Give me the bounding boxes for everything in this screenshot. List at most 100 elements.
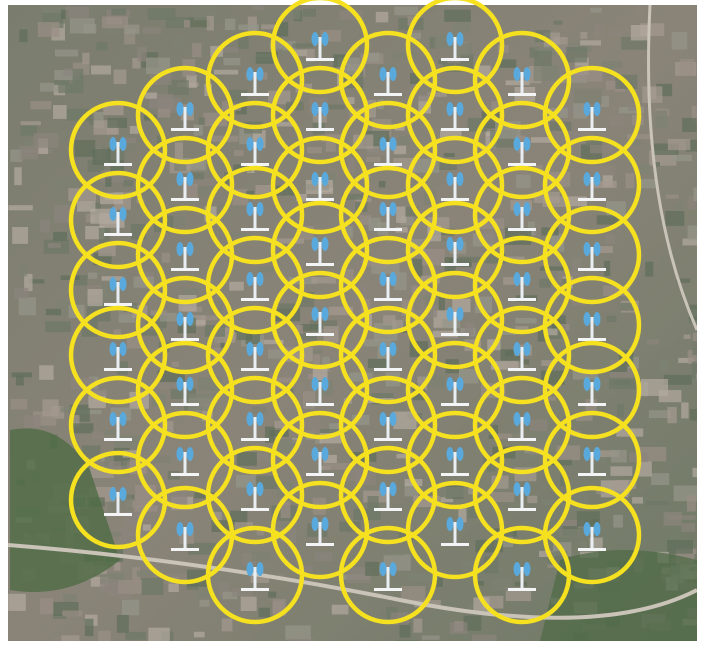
antenna-base xyxy=(171,548,199,551)
road xyxy=(647,5,697,331)
antenna-panel xyxy=(109,137,117,151)
terrain-block xyxy=(365,561,379,576)
terrain-block xyxy=(534,165,543,171)
coverage-ring xyxy=(405,340,505,440)
terrain-block xyxy=(412,258,423,277)
terrain-block xyxy=(211,507,226,516)
terrain-block xyxy=(125,500,150,508)
terrain-block xyxy=(52,636,66,641)
terrain-block xyxy=(60,275,80,281)
antenna-mast xyxy=(590,107,594,129)
terrain-block xyxy=(105,177,112,187)
terrain-block xyxy=(100,573,125,585)
antenna-base xyxy=(578,473,606,476)
terrain-block xyxy=(573,88,602,104)
terrain-block xyxy=(339,521,361,532)
terrain-block xyxy=(681,523,696,532)
terrain-block xyxy=(152,381,179,390)
coverage-ring xyxy=(135,65,235,165)
coverage-ring xyxy=(270,135,370,235)
antenna-icon xyxy=(441,172,469,201)
antenna-panel xyxy=(379,67,387,81)
antenna-mast xyxy=(116,142,120,164)
antenna-panel xyxy=(256,482,264,496)
cell-coverage xyxy=(68,0,642,625)
antenna-icon xyxy=(171,522,199,551)
terrain-block xyxy=(12,226,29,244)
terrain-block xyxy=(48,242,61,248)
antenna-base xyxy=(104,233,132,236)
terrain-block xyxy=(319,433,342,444)
terrain-block xyxy=(646,339,660,345)
antenna-icon xyxy=(241,482,269,511)
antenna-panel xyxy=(456,377,464,391)
antenna-panel xyxy=(513,137,521,151)
terrain-block xyxy=(689,304,697,321)
terrain-block xyxy=(593,181,617,189)
terrain-block xyxy=(111,8,127,16)
antenna-icon xyxy=(241,412,269,441)
terrain-block xyxy=(572,258,582,271)
terrain-block xyxy=(136,329,163,336)
terrain-block xyxy=(30,100,52,110)
terrain-block xyxy=(214,47,239,53)
terrain-block xyxy=(438,294,445,311)
antenna-panel xyxy=(321,377,329,391)
terrain-block xyxy=(83,23,97,34)
terrain-block xyxy=(21,221,47,230)
antenna-panel xyxy=(379,562,387,576)
antenna-panel xyxy=(389,562,397,576)
antenna-panel xyxy=(109,277,117,291)
terrain-block xyxy=(449,258,472,268)
antenna-icon xyxy=(241,272,269,301)
antenna-mast xyxy=(116,417,120,439)
terrain-block xyxy=(285,625,311,640)
antenna-mast xyxy=(386,567,390,589)
terrain-block xyxy=(87,289,103,307)
terrain-block xyxy=(236,329,253,341)
terrain-block xyxy=(609,378,637,390)
terrain-block xyxy=(413,618,423,633)
antenna-icon xyxy=(441,377,469,406)
terrain-block xyxy=(63,68,72,76)
antenna-base xyxy=(104,438,132,441)
antenna-panel xyxy=(246,137,254,151)
antenna-panel xyxy=(246,272,254,286)
terrain-block xyxy=(174,160,187,172)
terrain-block xyxy=(501,330,517,336)
terrain-block xyxy=(323,463,351,470)
terrain-block xyxy=(614,479,636,489)
terrain-block xyxy=(407,16,416,26)
terrain-block xyxy=(398,136,411,146)
antenna-panel xyxy=(446,307,454,321)
terrain-block xyxy=(116,614,129,633)
antenna-panel xyxy=(523,202,531,216)
coverage-ring xyxy=(542,485,642,585)
terrain-block xyxy=(122,460,130,477)
terrain-block xyxy=(687,225,697,241)
terrain-block xyxy=(319,428,346,434)
antenna-base xyxy=(508,368,536,371)
terrain-block xyxy=(505,80,530,86)
terrain-block xyxy=(99,579,119,593)
terrain-block xyxy=(515,317,537,324)
terrain-block xyxy=(100,429,119,435)
terrain-block xyxy=(566,46,588,63)
terrain-block xyxy=(125,631,147,640)
antenna-icon xyxy=(306,102,334,131)
terrain-block xyxy=(224,43,233,51)
antenna-panel xyxy=(379,272,387,286)
terrain-block xyxy=(452,43,472,57)
terrain-block xyxy=(60,406,76,413)
terrain-block xyxy=(329,423,342,433)
terrain-block xyxy=(632,497,643,504)
antenna-panel xyxy=(456,172,464,186)
terrain-block xyxy=(90,576,109,587)
terrain-block xyxy=(252,5,264,11)
terrain-block xyxy=(546,328,558,336)
terrain-block xyxy=(292,43,314,48)
antenna-base xyxy=(241,298,269,301)
coverage-ring xyxy=(338,305,438,405)
antenna-mast xyxy=(318,177,322,199)
antenna-base xyxy=(441,128,469,131)
